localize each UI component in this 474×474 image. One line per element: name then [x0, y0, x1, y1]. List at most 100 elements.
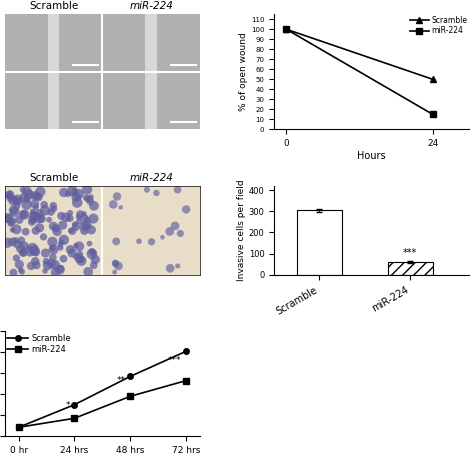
Point [50, 205, 58, 212]
Point [69, 227, 76, 235]
Y-axis label: % of open wound: % of open wound [239, 32, 248, 111]
Point [6, 190, 13, 197]
Point [182, 206, 190, 213]
Point [84, 195, 92, 203]
Point [51, 261, 59, 269]
Point [35, 193, 43, 201]
Point [58, 238, 65, 246]
Bar [48, 72, 59, 129]
Point [78, 257, 85, 264]
Point [72, 253, 80, 260]
Point [80, 210, 88, 218]
Point [53, 228, 61, 235]
Text: Scramble: Scramble [29, 1, 78, 11]
Point [112, 237, 120, 245]
Point [41, 267, 49, 275]
Point [31, 247, 38, 255]
Point [111, 268, 118, 276]
Point [88, 226, 95, 234]
Line: miR-224: miR-224 [16, 378, 189, 430]
Point [25, 191, 33, 199]
Text: miR-224: miR-224 [129, 1, 173, 11]
Point [81, 222, 89, 230]
Bar [48, 14, 59, 72]
Point [90, 202, 98, 210]
miR-224 [183, 378, 189, 383]
Point [8, 218, 16, 225]
Point [68, 249, 76, 257]
Point [86, 197, 94, 205]
Point [3, 239, 11, 246]
Point [40, 201, 48, 209]
Scramble [183, 348, 189, 354]
Point [60, 189, 68, 196]
Point [16, 261, 23, 268]
Text: ***: *** [403, 248, 418, 258]
Point [75, 190, 82, 198]
Point [14, 196, 21, 204]
Point [19, 249, 27, 256]
Point [50, 246, 57, 253]
Point [19, 210, 27, 218]
Point [36, 188, 44, 196]
Point [26, 247, 34, 255]
Bar [102, 14, 200, 72]
Point [166, 264, 174, 272]
Point [13, 255, 20, 262]
Point [57, 265, 64, 273]
Point [19, 249, 27, 256]
Point [71, 220, 79, 228]
Point [66, 209, 74, 217]
Point [23, 188, 31, 195]
Point [18, 268, 26, 275]
Point [57, 212, 65, 219]
Point [75, 255, 83, 262]
Point [90, 262, 98, 269]
Point [49, 202, 57, 210]
Point [38, 215, 46, 223]
Point [91, 255, 99, 263]
Scramble [128, 374, 133, 379]
miR-224 [128, 393, 133, 399]
Point [46, 216, 53, 224]
Text: *: * [65, 401, 70, 410]
Point [9, 269, 17, 276]
Point [75, 217, 83, 225]
Point [6, 191, 14, 199]
X-axis label: Hours: Hours [357, 151, 386, 161]
Text: Scramble: Scramble [29, 173, 78, 183]
Scramble [72, 402, 77, 408]
Point [5, 215, 13, 222]
Point [81, 227, 88, 234]
Scramble [16, 424, 21, 430]
Legend: Scramble, miR-224: Scramble, miR-224 [410, 16, 468, 35]
Point [19, 186, 27, 193]
Text: **: ** [117, 376, 126, 385]
Scramble [430, 76, 436, 82]
Point [71, 188, 78, 195]
Point [76, 210, 84, 218]
Bar [102, 72, 200, 129]
Point [21, 211, 28, 219]
Point [76, 250, 84, 258]
Point [90, 249, 98, 256]
Point [56, 266, 64, 273]
Point [3, 214, 11, 222]
Point [31, 192, 39, 200]
Bar [145, 14, 157, 72]
Point [57, 244, 64, 251]
Line: Scramble: Scramble [16, 348, 189, 430]
Point [41, 207, 49, 214]
Point [29, 216, 36, 223]
Point [20, 193, 28, 201]
Point [83, 221, 91, 228]
Point [72, 242, 80, 249]
Scramble [283, 27, 289, 32]
Point [88, 250, 96, 258]
Point [59, 221, 66, 229]
Point [7, 219, 15, 227]
Point [17, 245, 25, 253]
Point [9, 238, 16, 246]
Point [75, 243, 83, 250]
Point [12, 237, 19, 244]
